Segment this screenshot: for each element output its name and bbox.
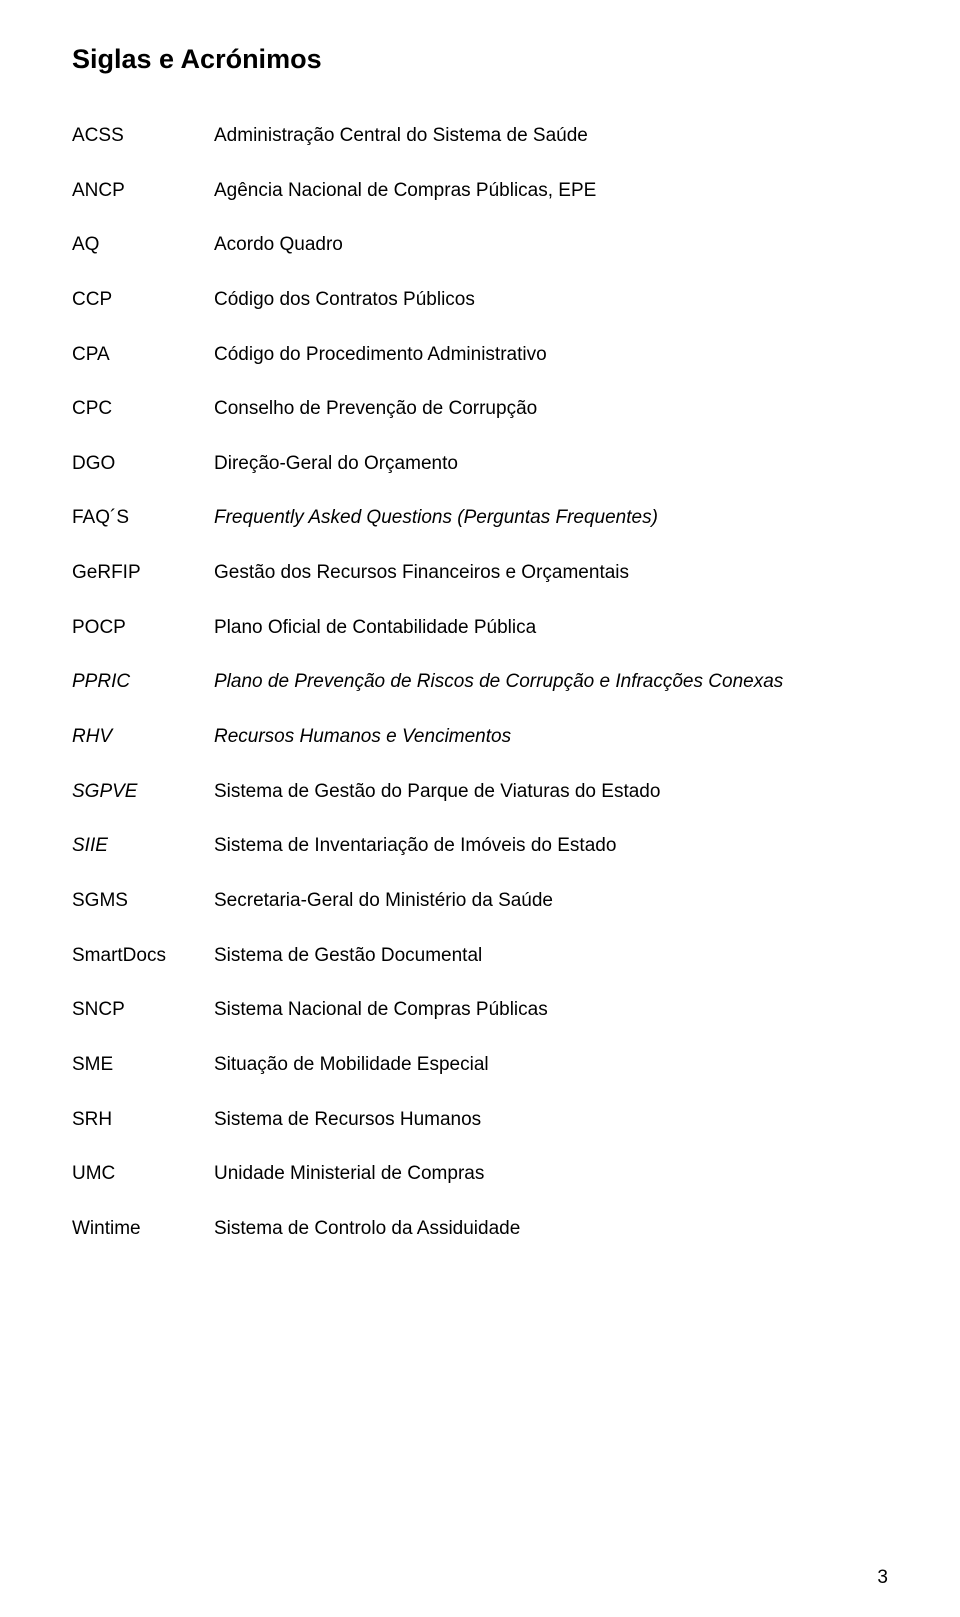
acronym-abbr: ACSS [72,123,214,149]
acronym-desc: Unidade Ministerial de Compras [214,1161,888,1187]
page-number: 3 [877,1567,888,1589]
acronym-desc: Conselho de Prevenção de Corrupção [214,396,888,422]
acronym-abbr: CPA [72,342,214,368]
acronym-abbr: SIIE [72,833,214,859]
acronym-desc: Plano Oficial de Contabilidade Pública [214,615,888,641]
page-title: Siglas e Acrónimos [72,44,888,75]
acronym-entry: WintimeSistema de Controlo da Assiduidad… [72,1216,888,1242]
acronym-abbr: CPC [72,396,214,422]
acronym-entry: SIIESistema de Inventariação de Imóveis … [72,833,888,859]
acronym-abbr: CCP [72,287,214,313]
acronym-list: ACSSAdministração Central do Sistema de … [72,123,888,1270]
acronym-desc: Sistema de Recursos Humanos [214,1107,888,1133]
acronym-abbr: FAQ´S [72,505,214,531]
acronym-desc: Código do Procedimento Administrativo [214,342,888,368]
acronym-entry: ACSSAdministração Central do Sistema de … [72,123,888,149]
acronym-entry: FAQ´SFrequently Asked Questions (Pergunt… [72,505,888,531]
acronym-abbr: AQ [72,232,214,258]
acronym-desc: Sistema de Gestão Documental [214,943,888,969]
acronym-desc: Sistema de Inventariação de Imóveis do E… [214,833,888,859]
acronym-entry: GeRFIPGestão dos Recursos Financeiros e … [72,560,888,586]
acronym-entry: CPCConselho de Prevenção de Corrupção [72,396,888,422]
acronym-desc: Plano de Prevenção de Riscos de Corrupçã… [214,669,888,695]
acronym-entry: SGMSSecretaria-Geral do Ministério da Sa… [72,888,888,914]
acronym-abbr: SmartDocs [72,943,214,969]
acronym-desc: Sistema Nacional de Compras Públicas [214,997,888,1023]
acronym-desc: Frequently Asked Questions (Perguntas Fr… [214,505,888,531]
acronym-abbr: UMC [72,1161,214,1187]
acronym-abbr: SME [72,1052,214,1078]
acronym-entry: SRHSistema de Recursos Humanos [72,1107,888,1133]
acronym-desc: Direção-Geral do Orçamento [214,451,888,477]
acronym-entry: PPRICPlano de Prevenção de Riscos de Cor… [72,669,888,695]
acronym-abbr: GeRFIP [72,560,214,586]
acronym-abbr: SRH [72,1107,214,1133]
acronym-entry: POCPPlano Oficial de Contabilidade Públi… [72,615,888,641]
acronym-desc: Sistema de Controlo da Assiduidade [214,1216,888,1242]
acronym-entry: RHVRecursos Humanos e Vencimentos [72,724,888,750]
acronym-desc: Secretaria-Geral do Ministério da Saúde [214,888,888,914]
acronym-desc: Situação de Mobilidade Especial [214,1052,888,1078]
acronym-desc: Código dos Contratos Públicos [214,287,888,313]
acronym-entry: SmartDocsSistema de Gestão Documental [72,943,888,969]
acronym-entry: SGPVESistema de Gestão do Parque de Viat… [72,779,888,805]
acronym-desc: Gestão dos Recursos Financeiros e Orçame… [214,560,888,586]
acronym-abbr: POCP [72,615,214,641]
acronym-entry: ANCPAgência Nacional de Compras Públicas… [72,178,888,204]
acronym-entry: CPACódigo do Procedimento Administrativo [72,342,888,368]
acronym-abbr: PPRIC [72,669,214,695]
acronym-abbr: RHV [72,724,214,750]
acronym-abbr: DGO [72,451,214,477]
acronym-abbr: SGMS [72,888,214,914]
acronym-desc: Acordo Quadro [214,232,888,258]
acronym-abbr: Wintime [72,1216,214,1242]
acronym-desc: Sistema de Gestão do Parque de Viaturas … [214,779,888,805]
acronym-abbr: SNCP [72,997,214,1023]
acronym-desc: Recursos Humanos e Vencimentos [214,724,888,750]
acronym-entry: UMCUnidade Ministerial de Compras [72,1161,888,1187]
document-page: Siglas e Acrónimos ACSSAdministração Cen… [0,0,960,1617]
acronym-entry: AQAcordo Quadro [72,232,888,258]
acronym-desc: Agência Nacional de Compras Públicas, EP… [214,178,888,204]
acronym-entry: SMESituação de Mobilidade Especial [72,1052,888,1078]
acronym-abbr: ANCP [72,178,214,204]
acronym-entry: SNCPSistema Nacional de Compras Públicas [72,997,888,1023]
acronym-abbr: SGPVE [72,779,214,805]
acronym-desc: Administração Central do Sistema de Saúd… [214,123,888,149]
acronym-entry: DGODireção-Geral do Orçamento [72,451,888,477]
acronym-entry: CCPCódigo dos Contratos Públicos [72,287,888,313]
